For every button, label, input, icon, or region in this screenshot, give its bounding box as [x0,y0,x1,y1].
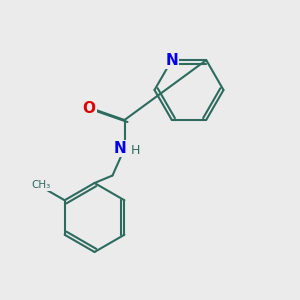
Text: CH₃: CH₃ [32,180,51,190]
Text: H: H [131,144,141,158]
Text: N: N [165,52,178,68]
Text: N: N [114,141,126,156]
Text: O: O [82,101,96,116]
